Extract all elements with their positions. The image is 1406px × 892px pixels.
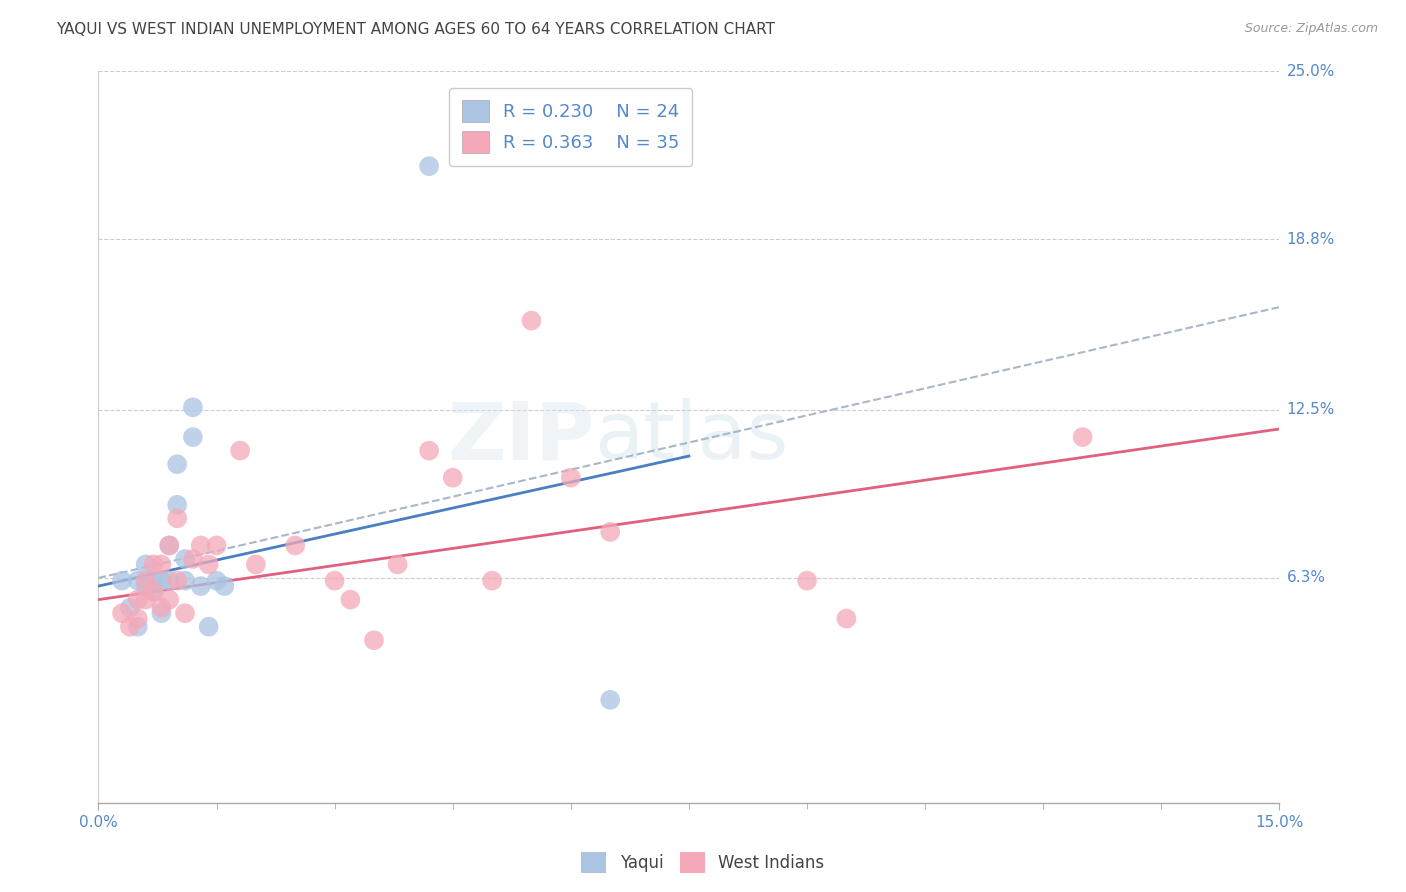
Point [127,611,149,625]
Point [181,430,204,444]
Point [599,693,621,707]
Point [166,574,188,588]
Legend: R = 0.230    N = 24, R = 0.363    N = 35: R = 0.230 N = 24, R = 0.363 N = 35 [450,87,692,166]
Point [181,552,204,566]
Point [111,606,134,620]
Text: 25.0%: 25.0% [1286,64,1334,78]
Point [520,313,543,327]
Point [205,574,228,588]
Point [166,457,188,471]
Point [245,558,267,572]
Point [111,574,134,588]
Point [135,574,157,588]
Point [599,524,621,539]
Point [118,600,141,615]
Point [142,574,165,588]
Point [127,620,149,634]
Point [363,633,385,648]
Point [127,592,149,607]
Point [835,611,858,625]
Point [150,606,173,620]
Point [560,471,582,485]
Text: 12.5%: 12.5% [1286,402,1334,417]
Point [205,538,228,552]
Point [157,538,180,552]
Point [142,584,165,599]
Point [135,558,157,572]
Point [1071,430,1094,444]
Point [142,558,165,572]
Point [135,592,157,607]
Text: 18.8%: 18.8% [1286,232,1334,247]
Point [174,574,197,588]
Point [387,558,409,572]
Point [142,584,165,599]
Text: 6.3%: 6.3% [1286,571,1326,585]
Point [229,443,252,458]
Point [284,538,307,552]
Point [214,579,236,593]
Point [481,574,503,588]
Point [166,498,188,512]
Point [150,600,173,615]
Point [157,538,180,552]
Text: ZIP: ZIP [447,398,595,476]
Point [197,558,219,572]
Point [157,592,180,607]
Point [127,574,149,588]
Point [174,606,197,620]
Point [190,579,212,593]
Point [441,471,464,485]
Point [197,620,219,634]
Point [157,574,180,588]
Point [418,159,440,173]
Point [190,538,212,552]
Point [118,620,141,634]
Point [150,574,173,588]
Text: atlas: atlas [595,398,789,476]
Point [166,511,188,525]
Point [418,443,440,458]
Text: YAQUI VS WEST INDIAN UNEMPLOYMENT AMONG AGES 60 TO 64 YEARS CORRELATION CHART: YAQUI VS WEST INDIAN UNEMPLOYMENT AMONG … [56,22,775,37]
Point [796,574,818,588]
Point [323,574,346,588]
Point [174,552,197,566]
Point [181,401,204,415]
Point [135,579,157,593]
Legend: Yaqui, West Indians: Yaqui, West Indians [575,846,831,880]
Text: Source: ZipAtlas.com: Source: ZipAtlas.com [1244,22,1378,36]
Point [150,558,173,572]
Point [339,592,361,607]
